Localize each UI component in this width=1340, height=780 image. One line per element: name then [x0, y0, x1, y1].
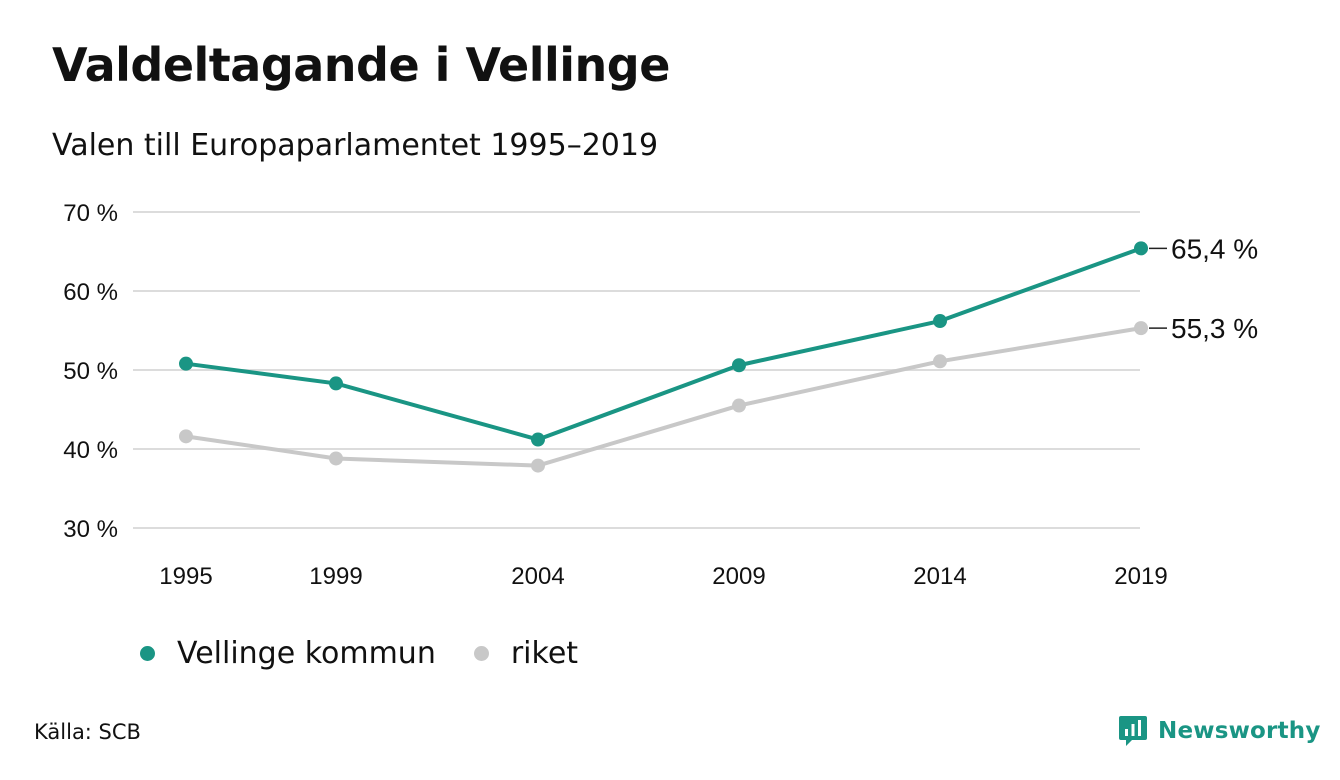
data-point-vellinge-kommun-2014 [933, 314, 947, 329]
line-chart: 30 % 40 % 50 % 60 % 70 % 1995 1999 2004 2009 2014… [63, 200, 1258, 590]
data-point-riket-2014 [933, 354, 947, 369]
source-note: Källa: SCB [34, 720, 141, 744]
newsworthy-logo-icon [1119, 716, 1147, 746]
series-line-vellinge-kommun [184, 246, 1143, 442]
data-point-vellinge-kommun-1999 [329, 376, 343, 391]
x-tick-label-2014: 2014 [913, 563, 966, 590]
legend-marker-riket [473, 646, 489, 661]
data-point-vellinge-kommun-1995 [179, 356, 193, 371]
y-tick-label-70: 70 % [63, 200, 118, 227]
legend-label-vellinge: Vellinge kommun [177, 636, 436, 671]
legend-label-riket: riket [510, 636, 579, 671]
end-label-riket: 55,3 % [1171, 313, 1258, 344]
x-tick-label-1995: 1995 [159, 563, 212, 590]
data-point-vellinge-kommun-2009 [732, 358, 746, 373]
data-point-vellinge-kommun-2004 [531, 432, 545, 447]
y-tick-label-60: 60 % [63, 279, 118, 306]
data-point-riket-1995 [179, 429, 193, 444]
legend-item-vellinge: Vellinge kommun [140, 636, 436, 671]
chart-subtitle: Valen till Europaparlamentet 1995–2019 [52, 128, 659, 163]
y-tick-label-50: 50 % [63, 358, 118, 385]
y-tick-label-40: 40 % [63, 437, 118, 464]
series-line-riket [184, 326, 1143, 468]
data-point-riket-2004 [531, 458, 545, 473]
chart-legend: Vellinge kommun riket [140, 636, 616, 671]
chart-title: Valdeltagande i Vellinge [52, 38, 670, 92]
brand-logo: Newsworthy [1118, 714, 1321, 748]
y-tick-label-30: 30 % [63, 516, 118, 543]
legend-marker-vellinge [140, 646, 155, 661]
end-label-vellinge-kommun: 65,4 % [1171, 233, 1258, 264]
x-tick-label-1999: 1999 [309, 563, 362, 590]
data-point-riket-1999 [329, 451, 343, 466]
legend-item-riket: riket [473, 636, 579, 671]
x-tick-label-2009: 2009 [712, 563, 765, 590]
data-point-vellinge-kommun-2019 [1134, 241, 1148, 256]
data-point-riket-2009 [732, 398, 746, 413]
x-tick-label-2019: 2019 [1114, 563, 1167, 590]
brand-name: Newsworthy [1158, 718, 1321, 744]
x-tick-label-2004: 2004 [511, 563, 564, 590]
data-point-riket-2019 [1134, 321, 1148, 336]
